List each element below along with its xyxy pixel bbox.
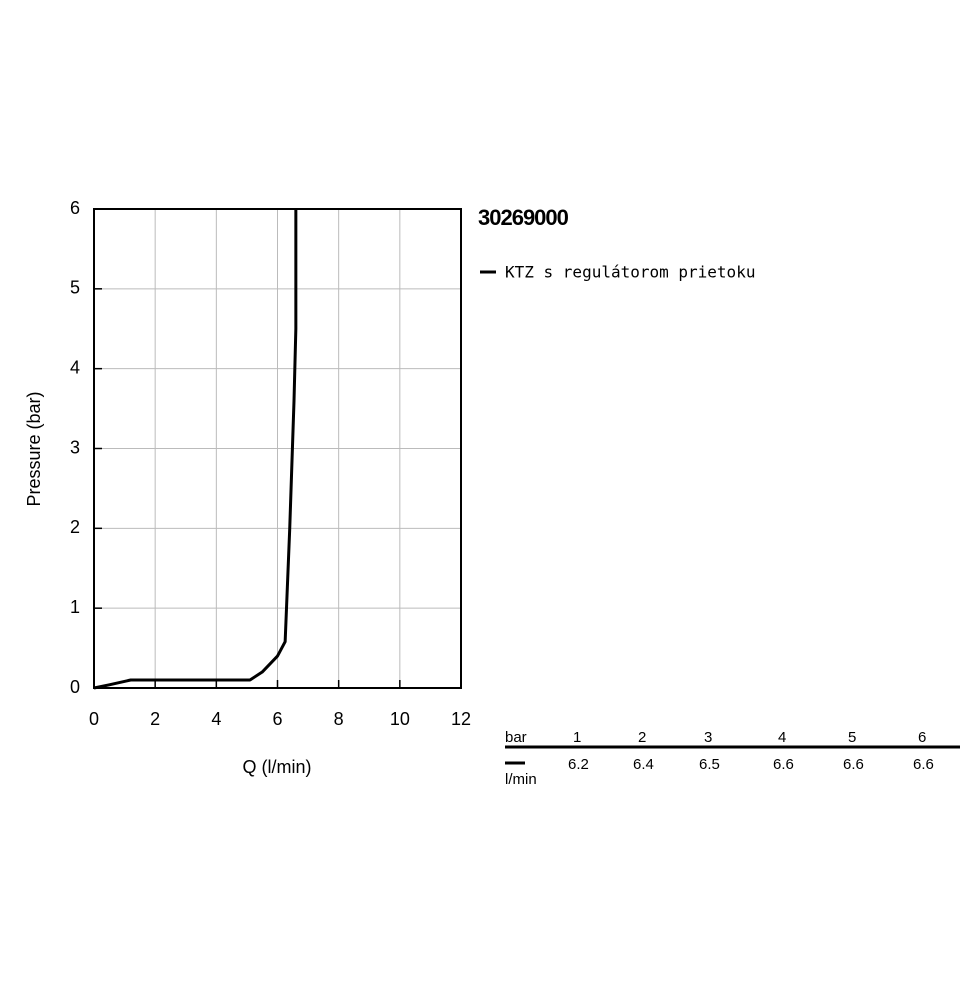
y-tick-label: 4 xyxy=(70,357,80,377)
table-column: 6 xyxy=(918,729,926,746)
x-axis-label: Q (l/min) xyxy=(243,757,312,777)
table-value: 6.6 xyxy=(843,756,864,773)
y-axis-label: Pressure (bar) xyxy=(24,391,44,506)
y-tick-label: 2 xyxy=(70,517,80,537)
plot-frame xyxy=(93,208,462,689)
table-column: 1 xyxy=(573,729,581,746)
y-tick-label: 3 xyxy=(70,437,80,457)
table-column: 2 xyxy=(638,729,646,746)
x-tick-label: 2 xyxy=(150,709,160,729)
table-value: 6.4 xyxy=(633,756,654,773)
data-line xyxy=(93,209,298,690)
table-value: 6.6 xyxy=(773,756,794,773)
x-tick-label: 4 xyxy=(211,709,221,729)
x-tick-label: 10 xyxy=(390,709,410,729)
x-tick-label: 6 xyxy=(272,709,282,729)
y-tick-label: 5 xyxy=(70,278,80,298)
table-column: 3 xyxy=(704,729,712,746)
table-header: bar xyxy=(505,729,527,746)
x-tick-label: 12 xyxy=(451,709,471,729)
y-tick-label: 1 xyxy=(70,597,80,617)
x-tick-label: 8 xyxy=(334,709,344,729)
table-value: 6.2 xyxy=(568,756,589,773)
y-tick-label: 0 xyxy=(70,677,80,697)
chart-title: 30269000 xyxy=(478,205,569,230)
table-column: 4 xyxy=(778,729,786,746)
legend-label: KTZ s regulátorom prietoku xyxy=(505,263,755,282)
y-tick-label: 6 xyxy=(70,198,80,218)
table-value: 6.6 xyxy=(913,756,934,773)
x-tick-label: 0 xyxy=(89,709,99,729)
table-value: 6.5 xyxy=(699,756,720,773)
table-column: 5 xyxy=(848,729,856,746)
table-row-label: l/min xyxy=(505,771,537,788)
